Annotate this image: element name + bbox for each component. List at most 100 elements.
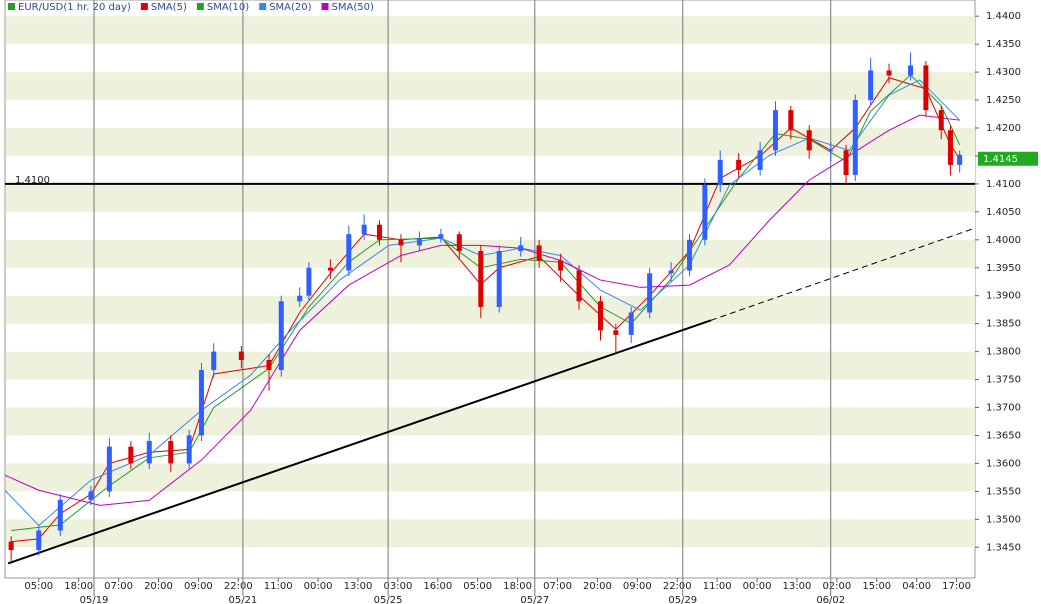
candle-body — [186, 435, 192, 464]
support-label: 1.4100 — [15, 175, 50, 186]
y-tick-label: 1.3800 — [986, 347, 1021, 358]
x-tick-label: 09:00 — [623, 581, 652, 592]
candle-body — [957, 154, 963, 165]
legend-swatch — [196, 3, 204, 10]
y-tick-label: 1.4100 — [986, 179, 1021, 190]
x-tick-label: 03:00 — [383, 581, 412, 592]
x-tick-label: 22:00 — [663, 581, 692, 592]
candle-body — [88, 491, 94, 500]
x-tick-label: 11:00 — [703, 581, 732, 592]
y-tick-label: 1.3750 — [986, 375, 1021, 386]
x-tick-label: 09:00 — [184, 581, 213, 592]
x-tick-label: 07:00 — [104, 581, 133, 592]
sma-line — [11, 77, 961, 543]
date-label: 05/27 — [520, 595, 549, 604]
candle-body — [843, 150, 849, 175]
y-tick-label: 1.4300 — [986, 67, 1021, 78]
y-tick-label: 1.3900 — [986, 291, 1021, 302]
grid-band — [6, 379, 975, 408]
candle-body — [211, 351, 217, 371]
grid-band — [6, 44, 975, 73]
candle-body — [278, 301, 284, 371]
candle-body — [702, 185, 708, 240]
grid-band — [6, 155, 975, 184]
candle-body — [456, 234, 462, 251]
date-label: 06/02 — [816, 595, 845, 604]
candle-body — [496, 250, 502, 307]
candle-body — [376, 224, 382, 240]
legend-swatch — [8, 3, 15, 10]
y-tick-label: 1.3650 — [986, 430, 1021, 441]
candle-body — [57, 499, 63, 531]
y-tick-label: 1.4200 — [986, 123, 1021, 134]
x-tick-label: 04:00 — [902, 581, 931, 592]
x-tick-label: 15:00 — [862, 581, 891, 592]
candle-body — [576, 270, 582, 302]
y-tick-label: 1.4000 — [986, 235, 1021, 246]
grid-band — [6, 435, 975, 464]
candle-body — [598, 301, 604, 331]
x-tick-label: 22:00 — [224, 581, 253, 592]
y-tick-label: 1.3500 — [986, 514, 1021, 525]
grid-band — [6, 295, 975, 324]
candle-body — [757, 150, 763, 170]
candle-body — [478, 250, 484, 307]
candle-body — [306, 267, 312, 296]
legend-swatch — [321, 3, 329, 10]
grid-band — [6, 267, 975, 296]
candle-body — [613, 330, 619, 335]
candle-body — [198, 370, 204, 436]
x-tick-label: 16:00 — [423, 581, 452, 592]
x-tick-label: 05:00 — [463, 581, 492, 592]
y-tick-label: 1.3700 — [986, 403, 1021, 414]
y-tick-label: 1.4050 — [986, 207, 1021, 218]
candle-body — [536, 245, 542, 261]
candle-body — [668, 270, 674, 274]
candle-body — [128, 446, 134, 464]
trendline — [7, 319, 712, 565]
candle-body — [938, 110, 944, 131]
x-tick-label: 18:00 — [64, 581, 93, 592]
grid-band — [6, 491, 975, 520]
grid-band — [6, 519, 975, 548]
candle-body — [8, 541, 14, 551]
y-tick-label: 1.4350 — [986, 39, 1021, 50]
y-tick-label: 1.3450 — [986, 542, 1021, 553]
y-tick-label: 1.3850 — [986, 319, 1021, 330]
x-tick-label: 00:00 — [743, 581, 772, 592]
x-tick-label: 11:00 — [264, 581, 293, 592]
last-price-label: 1.4145 — [983, 154, 1018, 165]
candle-body — [398, 239, 404, 246]
candle-body — [416, 238, 422, 246]
legend-label: EUR/USD(1 hr. 20 day) — [18, 2, 131, 13]
grid-band — [6, 211, 975, 240]
candle-body — [852, 100, 858, 175]
candle-body — [947, 130, 953, 165]
legend-label: SMA(20) — [269, 2, 311, 13]
candle-body — [923, 65, 929, 111]
x-tick-label: 20:00 — [144, 581, 173, 592]
date-label: 05/29 — [668, 595, 697, 604]
grid-band — [6, 351, 975, 380]
candle-body — [736, 159, 742, 170]
candle-body — [717, 159, 723, 186]
sma-line — [11, 74, 961, 531]
last-price-badge — [978, 151, 1038, 166]
legend-label: SMA(50) — [332, 2, 374, 13]
candle-body — [828, 150, 834, 152]
candle-body — [806, 130, 812, 151]
grid-band — [6, 16, 975, 45]
candle-body — [628, 312, 634, 335]
x-tick-label: 02:00 — [822, 581, 851, 592]
candle-body — [36, 530, 42, 551]
date-label: 05/21 — [228, 595, 257, 604]
trendline — [710, 227, 976, 321]
x-tick-label: 17:00 — [942, 581, 971, 592]
candle-body — [106, 446, 112, 492]
y-tick-label: 1.3550 — [986, 486, 1021, 497]
candle-body — [772, 110, 778, 151]
candle-body — [558, 260, 564, 271]
legend-swatch — [259, 3, 267, 10]
x-tick-label: 13:00 — [344, 581, 373, 592]
